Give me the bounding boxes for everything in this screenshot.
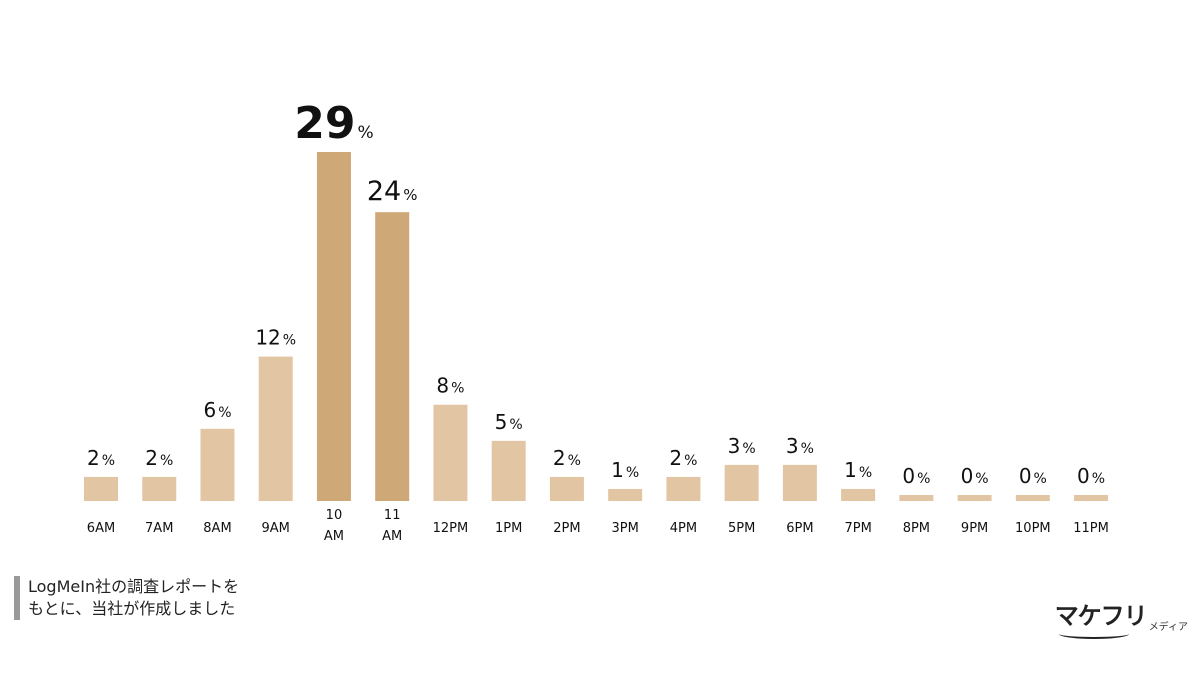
value-label-15: 0% <box>961 464 989 488</box>
category-label-11: 5PM <box>728 521 755 536</box>
bar-chart: 2 % 6AM 2 % 7AM 6 % 8AM 12 % 9AM 29 % 10 AM 24 % 11 AM 8 % 12P… <box>84 98 1109 544</box>
bar-7 <box>491 440 526 501</box>
category-label-15: 9PM <box>961 521 988 536</box>
bar-1 <box>142 476 177 501</box>
makefuri-logo: マケフリ メディア <box>1054 596 1188 639</box>
category-label-3: 9AM <box>262 521 290 536</box>
bar-13 <box>841 488 876 501</box>
bar-14 <box>899 495 934 501</box>
logo-sub-text: メディア <box>1148 622 1188 633</box>
bar-16 <box>1015 495 1050 501</box>
bar-17 <box>1074 495 1109 501</box>
category-label-2: 8AM <box>203 521 231 536</box>
value-label-0: 2% <box>87 446 115 470</box>
logo-main-label: マケフリ <box>1054 602 1148 630</box>
bar-9 <box>608 488 643 501</box>
category-label-0: 6AM <box>87 521 115 536</box>
bar-12 <box>782 464 817 501</box>
category-label-9: 3PM <box>611 521 638 536</box>
value-label-13: 1% <box>844 458 872 482</box>
value-label-14: 0% <box>902 464 930 488</box>
bar-11 <box>724 464 759 501</box>
value-label-1: 2% <box>145 446 173 470</box>
category-label-13: 7PM <box>844 521 871 536</box>
bar-6 <box>433 404 468 501</box>
source-note-line1: LogMeIn社の調査レポートを <box>28 577 240 596</box>
value-label-16: 0% <box>1019 464 1047 488</box>
source-note: LogMeIn社の調査レポートを もとに、当社が作成しました <box>14 576 239 620</box>
category-label-10: 4PM <box>670 521 697 536</box>
value-label-5: 24% <box>367 176 418 207</box>
value-label-6: 8% <box>436 374 464 398</box>
bar-4 <box>316 152 351 501</box>
bar-3 <box>258 356 293 501</box>
category-label-4: 10 AM <box>324 508 344 544</box>
value-label-4: 29% <box>294 98 373 149</box>
value-label-12: 3% <box>786 434 814 458</box>
value-label-7: 5% <box>495 410 523 434</box>
bar-0 <box>84 476 118 501</box>
logo-main-text: マケフリ <box>1054 596 1148 639</box>
logo-smile-icon <box>1058 629 1129 639</box>
category-label-16: 10PM <box>1015 521 1051 536</box>
value-label-8: 2% <box>553 446 581 470</box>
category-label-5: 11 AM <box>382 508 402 544</box>
bar-15 <box>957 495 992 501</box>
bar-8 <box>549 476 584 501</box>
category-label-14: 8PM <box>903 521 930 536</box>
category-label-8: 2PM <box>553 521 580 536</box>
value-label-9: 1% <box>611 458 639 482</box>
value-label-11: 3% <box>728 434 756 458</box>
value-label-17: 0% <box>1077 464 1105 488</box>
category-label-12: 6PM <box>786 521 813 536</box>
value-label-2: 6% <box>203 398 231 422</box>
category-label-17: 11PM <box>1073 521 1109 536</box>
bar-5 <box>375 212 410 501</box>
source-note-line2: もとに、当社が作成しました <box>28 599 236 618</box>
bar-2 <box>200 428 235 501</box>
value-label-3: 12% <box>255 326 296 350</box>
category-label-1: 7AM <box>145 521 173 536</box>
category-label-7: 1PM <box>495 521 522 536</box>
category-label-6: 12PM <box>433 521 469 536</box>
bar-10 <box>666 476 701 501</box>
value-label-10: 2% <box>669 446 697 470</box>
